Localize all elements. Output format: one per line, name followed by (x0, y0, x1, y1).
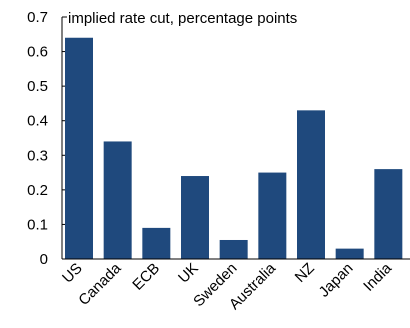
bar (258, 172, 287, 259)
y-tick-label: 0.6 (27, 44, 48, 61)
chart-title: implied rate cut, percentage points (68, 10, 297, 27)
bar (65, 37, 93, 259)
x-tick-label: NZ (292, 260, 318, 286)
x-tick-label: ECB (129, 260, 163, 294)
y-tick-label: 0.2 (27, 182, 48, 199)
bar (335, 248, 364, 259)
y-tick-label: 0 (40, 251, 48, 268)
x-tick-label: US (59, 260, 86, 287)
bar (374, 169, 403, 259)
bar (103, 141, 132, 259)
y-tick-label: 0.5 (27, 78, 48, 95)
x-tick-label: Japan (316, 260, 357, 301)
y-tick-label: 0.4 (27, 113, 48, 130)
y-axis: 0 0.1 0.2 0.3 0.4 0.5 0.6 0.7 (27, 9, 67, 268)
x-tick-label: India (360, 259, 395, 294)
x-tick-label: UK (175, 260, 202, 287)
bar (219, 239, 248, 259)
y-tick-label: 0.7 (27, 9, 48, 26)
y-tick-label: 0.3 (27, 147, 48, 164)
y-tick-label: 0.1 (27, 216, 48, 233)
x-tick-label: Canada (75, 259, 125, 309)
bars (65, 37, 403, 259)
bar (297, 110, 325, 259)
bar (142, 227, 171, 259)
bar (181, 176, 209, 259)
